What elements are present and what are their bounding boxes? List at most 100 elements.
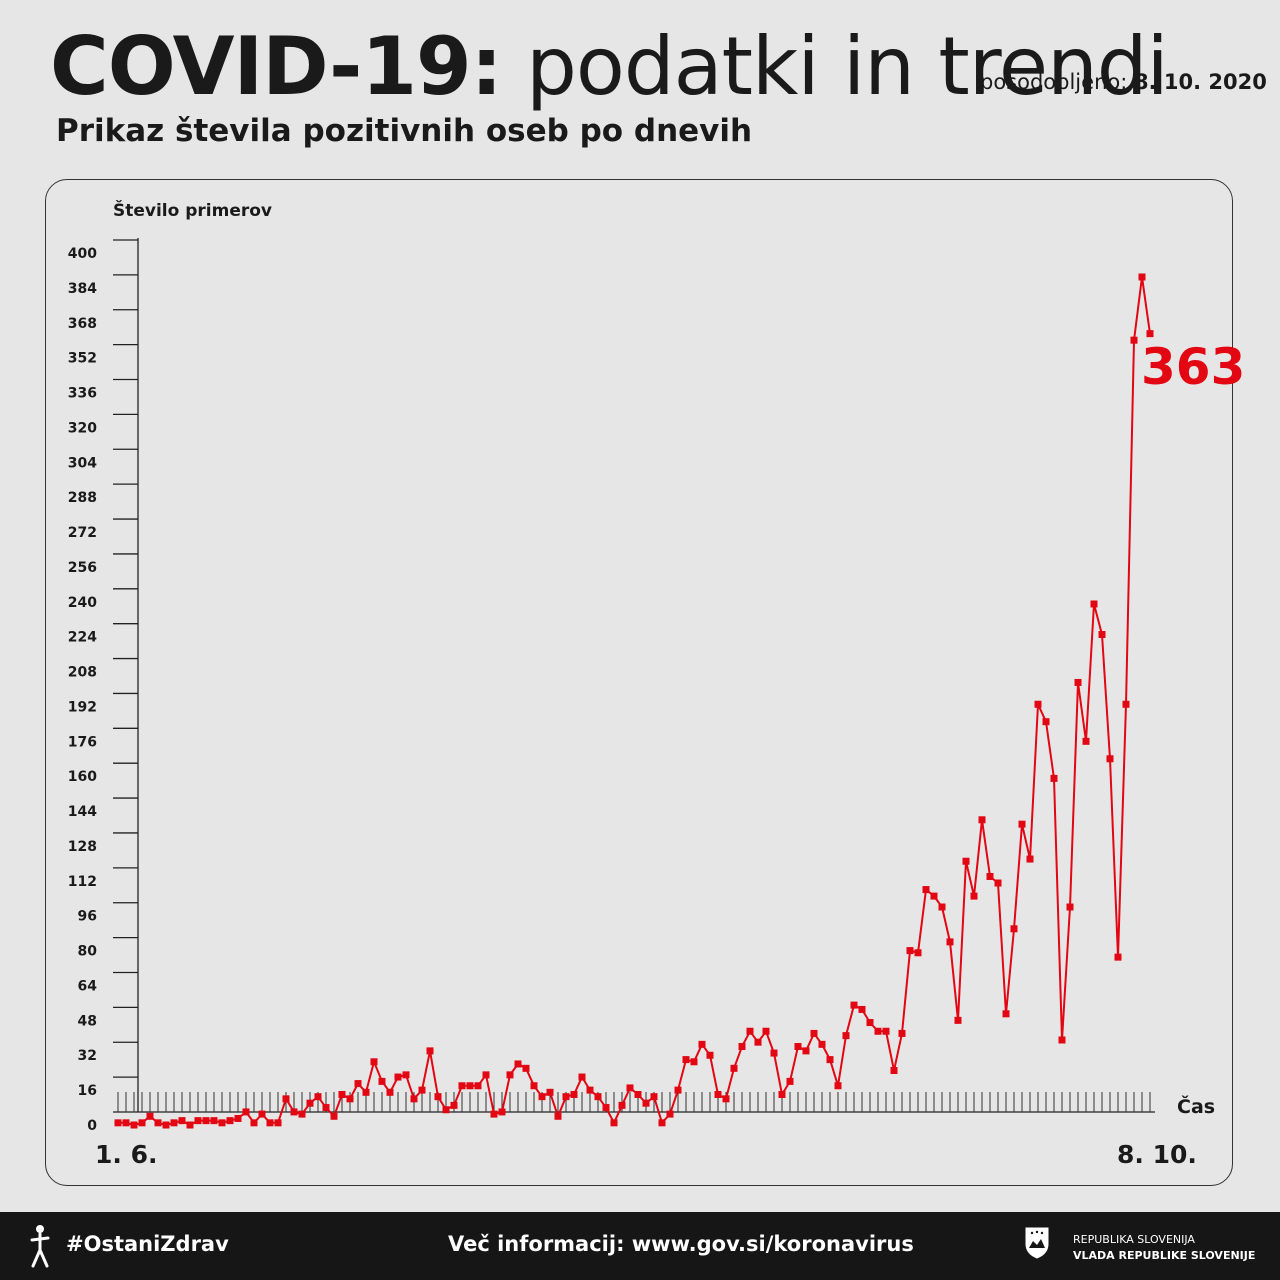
y-tick-label: 240 (68, 595, 97, 611)
data-point (778, 1090, 786, 1098)
data-point (578, 1073, 586, 1081)
data-point (1130, 336, 1138, 344)
data-point (306, 1099, 314, 1107)
data-point (474, 1082, 482, 1090)
y-tick-label: 0 (87, 1118, 97, 1134)
y-tick-label: 384 (68, 281, 97, 297)
data-point (618, 1101, 626, 1109)
data-point (1090, 600, 1098, 608)
x-start-label: 1. 6. (95, 1140, 158, 1169)
data-point (234, 1114, 242, 1122)
data-point (706, 1051, 714, 1059)
data-point (194, 1117, 202, 1125)
y-tick-label: 304 (68, 455, 97, 471)
data-point (922, 886, 930, 894)
data-point (1002, 1010, 1010, 1018)
data-point (818, 1040, 826, 1048)
y-tick-label: 32 (78, 1048, 97, 1064)
data-point (210, 1117, 218, 1125)
more-info-link[interactable]: Več informacij: www.gov.si/koronavirus (448, 1232, 914, 1256)
footer: #OstaniZdrav Več informacij: www.gov.si/… (0, 1212, 1280, 1280)
data-point (962, 857, 970, 865)
data-point (418, 1086, 426, 1094)
data-point (634, 1090, 642, 1098)
data-point (522, 1064, 530, 1072)
coat-of-arms-icon (1025, 1227, 1049, 1259)
data-point (602, 1104, 610, 1112)
data-point (746, 1027, 754, 1035)
x-axis (113, 1092, 1155, 1113)
data-point (506, 1071, 514, 1079)
data-point (762, 1027, 770, 1035)
data-point (458, 1082, 466, 1090)
data-point (1122, 700, 1130, 708)
data-point (930, 892, 938, 900)
data-point (1098, 631, 1106, 638)
data-point (450, 1101, 458, 1109)
data-point (1026, 855, 1034, 863)
page-title: COVID-19: podatki in trendi (50, 20, 1169, 113)
data-point (770, 1049, 778, 1057)
y-tick-label: 160 (68, 769, 97, 785)
data-point (1106, 755, 1114, 763)
data-point (1018, 820, 1026, 828)
chart: Število primerov Čas 1. 6. 8. 10. 363 0 1… (68, 199, 1246, 1169)
data-point (466, 1082, 474, 1090)
data-point (978, 816, 986, 824)
x-axis-label: Čas (1177, 1094, 1215, 1118)
data-point (698, 1040, 706, 1048)
data-point (130, 1121, 138, 1129)
data-point (970, 892, 978, 900)
x-end-label: 8. 10. (1117, 1140, 1197, 1169)
data-point (298, 1110, 306, 1118)
data-point (362, 1088, 370, 1096)
data-point (178, 1117, 186, 1125)
data-point (914, 949, 922, 957)
data-point (146, 1112, 154, 1120)
data-point (674, 1086, 682, 1094)
highlight-value: 363 (1141, 338, 1245, 396)
data-point (250, 1119, 258, 1127)
data-point (530, 1082, 538, 1090)
data-point (1146, 330, 1154, 338)
data-point (794, 1043, 802, 1051)
page-subtitle: Prikaz števila pozitivnih oseb po dnevih (56, 113, 753, 149)
updated-label: posodobljeno: (980, 70, 1128, 94)
data-point (658, 1119, 666, 1127)
data-point (114, 1119, 122, 1127)
data-point (434, 1093, 442, 1101)
data-point (1010, 925, 1018, 933)
data-point (202, 1117, 210, 1125)
data-point (314, 1093, 322, 1101)
data-point (954, 1016, 962, 1024)
data-point (490, 1110, 498, 1118)
y-tick-label: 288 (68, 490, 97, 506)
data-point (322, 1104, 330, 1112)
data-point (410, 1095, 418, 1103)
data-point (906, 947, 914, 955)
data-point (274, 1119, 282, 1127)
data-point (1034, 700, 1042, 708)
gov-line-1: REPUBLIKA SLOVENIJA (1073, 1233, 1195, 1246)
data-point (786, 1077, 794, 1085)
y-tick-label: 144 (68, 804, 97, 820)
data-point (994, 879, 1002, 887)
y-tick-label: 224 (68, 630, 97, 646)
updated-date: 8. 10. 2020 (1134, 70, 1267, 94)
data-point (1082, 737, 1090, 745)
data-point (242, 1108, 250, 1116)
title-light: podatki in trendi (526, 20, 1169, 113)
data-point (266, 1119, 274, 1127)
data-point (386, 1088, 394, 1096)
data-point (690, 1058, 698, 1066)
y-tick-label: 368 (68, 316, 97, 332)
data-point (714, 1090, 722, 1098)
data-point (378, 1077, 386, 1085)
data-point (218, 1119, 226, 1127)
data-point (282, 1095, 290, 1103)
data-point (834, 1082, 842, 1090)
data-point (346, 1095, 354, 1103)
data-point (162, 1121, 170, 1129)
data-point (330, 1112, 338, 1120)
gov-line-2: VLADA REPUBLIKE SLOVENIJE (1073, 1249, 1256, 1262)
